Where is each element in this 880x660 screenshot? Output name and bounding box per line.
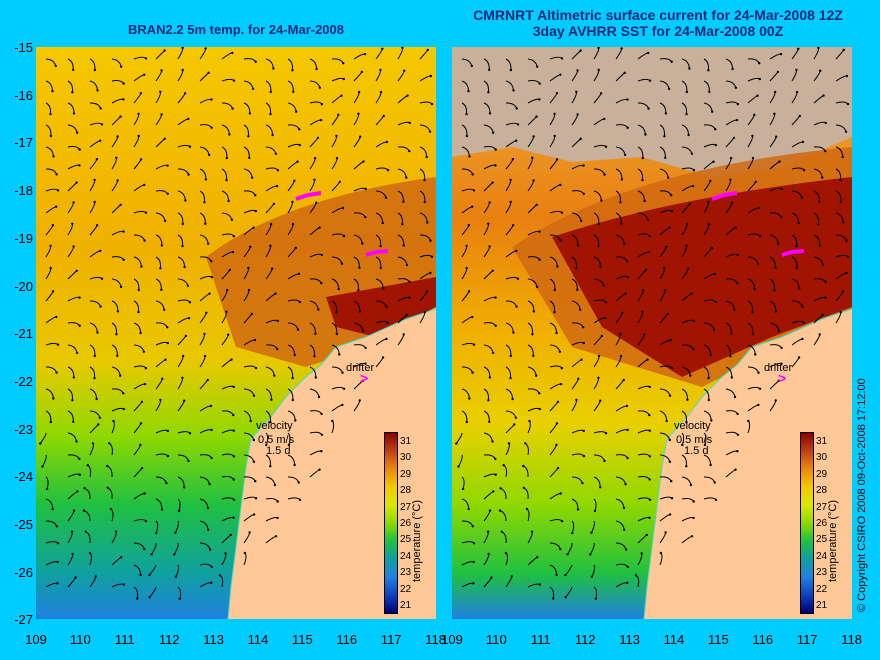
colorbar-label: 27 bbox=[400, 501, 412, 513]
right-velocity-label: velocity bbox=[674, 420, 711, 432]
left-velocity-label: velocity bbox=[256, 420, 293, 432]
right-longitude-tick-label: 115 bbox=[708, 632, 729, 647]
left-longitude-tick-label: 109 bbox=[25, 632, 47, 647]
colorbar-label: 21 bbox=[400, 600, 412, 611]
latitude-tick-label: -24 bbox=[14, 469, 33, 485]
colorbar-label: 28 bbox=[400, 485, 412, 497]
colorbar-label: 25 bbox=[400, 534, 412, 546]
right-velocity-days: 1.5 d bbox=[684, 445, 709, 457]
latitude-tick-label: -15 bbox=[14, 40, 33, 55]
left-longitude-tick-label: 116 bbox=[336, 632, 358, 647]
colorbar-label: 21 bbox=[816, 600, 828, 611]
colorbar-label: 25 bbox=[816, 534, 828, 546]
latitude-tick-label: -23 bbox=[14, 421, 33, 437]
right-velocity-scale: 0.5 m/s bbox=[676, 434, 713, 446]
colorbar-label: 29 bbox=[816, 468, 828, 480]
latitude-tick-label: -22 bbox=[14, 373, 33, 389]
latitude-tick-label: -19 bbox=[14, 230, 33, 246]
latitude-tick-label: -25 bbox=[14, 517, 33, 532]
left-drifter-icon: > bbox=[360, 370, 369, 386]
right-longitude-tick-label: 113 bbox=[619, 632, 640, 647]
latitude-tick-label: -17 bbox=[14, 135, 33, 151]
latitude-tick-label: -18 bbox=[14, 183, 33, 199]
left-panel-title: BRAN2.2 5m temp. for 24-Mar-2008 bbox=[127, 22, 345, 37]
avhrr-sst-map bbox=[452, 47, 852, 619]
colorbar-label: 27 bbox=[816, 501, 828, 513]
left-longitude-tick-label: 112 bbox=[158, 632, 180, 647]
copyright-text: © Copyright CSIRO 2008 09-Oct-2008 17:12… bbox=[856, 378, 868, 612]
colorbar-label: 30 bbox=[400, 452, 412, 464]
bran-temperature-map bbox=[36, 47, 436, 619]
left-longitude-tick-label: 114 bbox=[247, 632, 269, 647]
right-longitude-tick-label: 111 bbox=[530, 632, 551, 647]
right-longitude-tick-label: 114 bbox=[663, 632, 685, 647]
left-longitude-tick-label: 110 bbox=[70, 632, 91, 647]
right-panel-title-line1: CMRNRT Altimetric surface current for 24… bbox=[473, 7, 843, 23]
left-longitude-tick-label: 113 bbox=[203, 632, 224, 647]
left-velocity-days: 1.5 d bbox=[266, 445, 291, 457]
left-velocity-scale: 0.5 m/s bbox=[258, 434, 295, 446]
right-drifter-label: drifter bbox=[764, 362, 793, 374]
right-longitude-tick-label: 109 bbox=[441, 632, 463, 647]
right-colorbar-title: temperature (°C) bbox=[827, 499, 839, 582]
right-colorbar bbox=[800, 432, 814, 614]
left-longitude-tick-label: 111 bbox=[114, 632, 135, 647]
right-panel-title-line2: 3day AVHRR SST for 24-Mar-2008 00Z bbox=[532, 23, 784, 39]
latitude-tick-label: -16 bbox=[14, 87, 33, 103]
colorbar-label: 28 bbox=[816, 485, 828, 497]
latitude-tick-label: -20 bbox=[14, 278, 33, 294]
left-drifter-label: drifter bbox=[346, 362, 375, 374]
right-drifter-icon: > bbox=[778, 370, 787, 386]
colorbar-label: 22 bbox=[816, 583, 828, 595]
left-colorbar-title: temperature (°C) bbox=[411, 499, 423, 582]
colorbar-label: 30 bbox=[816, 452, 828, 464]
right-longitude-tick-label: 117 bbox=[796, 632, 818, 647]
colorbar-label: 31 bbox=[400, 436, 412, 447]
colorbar-label: 29 bbox=[400, 468, 412, 480]
latitude-tick-label: -26 bbox=[14, 564, 33, 580]
right-longitude-tick-label: 110 bbox=[486, 632, 507, 647]
right-longitude-tick-label: 112 bbox=[574, 632, 596, 647]
colorbar-label: 26 bbox=[400, 518, 412, 529]
colorbar-label: 24 bbox=[816, 550, 828, 562]
bran-map-graphic bbox=[36, 47, 436, 619]
colorbar-label: 31 bbox=[816, 436, 828, 447]
avhrr-map-graphic bbox=[452, 47, 852, 619]
right-longitude-tick-label: 116 bbox=[752, 632, 774, 647]
colorbar-label: 22 bbox=[400, 583, 412, 595]
latitude-tick-label: -21 bbox=[14, 326, 33, 342]
colorbar-label: 23 bbox=[816, 567, 828, 579]
colorbar-label: 24 bbox=[400, 550, 412, 562]
latitude-tick-label: -27 bbox=[14, 612, 33, 628]
colorbar-label: 23 bbox=[400, 567, 412, 579]
left-longitude-tick-label: 115 bbox=[292, 632, 313, 647]
colorbar-label: 26 bbox=[816, 518, 828, 529]
left-colorbar bbox=[384, 432, 398, 614]
right-longitude-tick-label: 118 bbox=[841, 632, 862, 647]
left-longitude-tick-label: 117 bbox=[380, 632, 402, 647]
left-longitude-tick-label: 118 bbox=[425, 632, 446, 647]
